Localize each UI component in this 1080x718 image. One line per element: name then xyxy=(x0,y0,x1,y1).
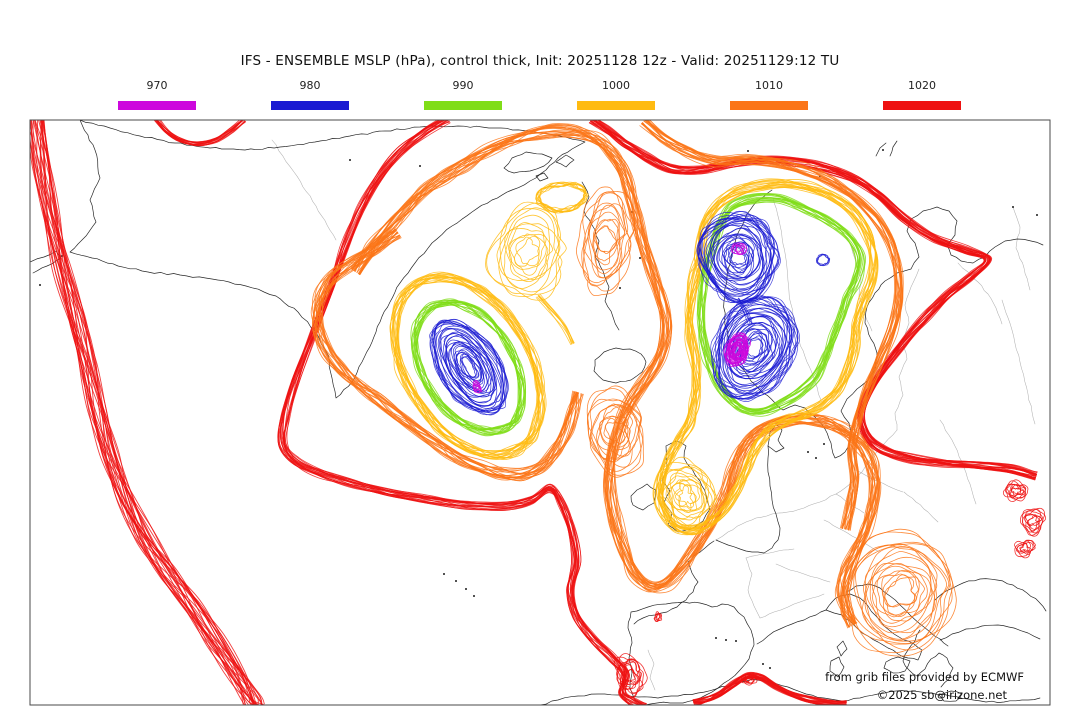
map-layers xyxy=(30,120,1047,705)
legend-item-1000: 1000 xyxy=(577,79,655,110)
contours-1000-hpa xyxy=(389,178,879,536)
credit-source: from grib files provided by ECMWF xyxy=(825,670,1024,684)
pressure-legend: 970 980 990 1000 1010 1020 xyxy=(0,79,1080,113)
country-borders xyxy=(271,139,1036,691)
legend-item-970: 970 xyxy=(118,79,196,110)
legend-swatch-1000 xyxy=(577,101,655,110)
legend-swatch-990 xyxy=(424,101,502,110)
legend-label: 1010 xyxy=(755,79,783,92)
map-frame xyxy=(29,119,1051,706)
legend-swatch-1010 xyxy=(730,101,808,110)
legend-swatch-970 xyxy=(118,101,196,110)
legend-label: 970 xyxy=(146,79,168,92)
contours-980-hpa xyxy=(429,210,831,416)
page-title: IFS - ENSEMBLE MSLP (hPa), control thick… xyxy=(240,53,840,69)
legend-label: 980 xyxy=(299,79,321,92)
legend-item-1020: 1020 xyxy=(883,79,961,110)
contours-1010-hpa xyxy=(310,120,957,657)
credit-copyright: ©2025 sb@irizone.net xyxy=(877,688,1008,702)
legend-item-1010: 1010 xyxy=(730,79,808,110)
legend-label: 990 xyxy=(452,79,474,92)
contours-990-hpa xyxy=(410,193,867,437)
legend-label: 1000 xyxy=(602,79,630,92)
legend-swatch-1020 xyxy=(883,101,961,110)
legend-item-990: 990 xyxy=(424,79,502,110)
contours-1020-hpa xyxy=(30,120,1047,705)
legend-swatch-980 xyxy=(271,101,349,110)
contours-970-hpa xyxy=(472,242,751,394)
legend-label: 1020 xyxy=(908,79,936,92)
legend-item-980: 980 xyxy=(271,79,349,110)
